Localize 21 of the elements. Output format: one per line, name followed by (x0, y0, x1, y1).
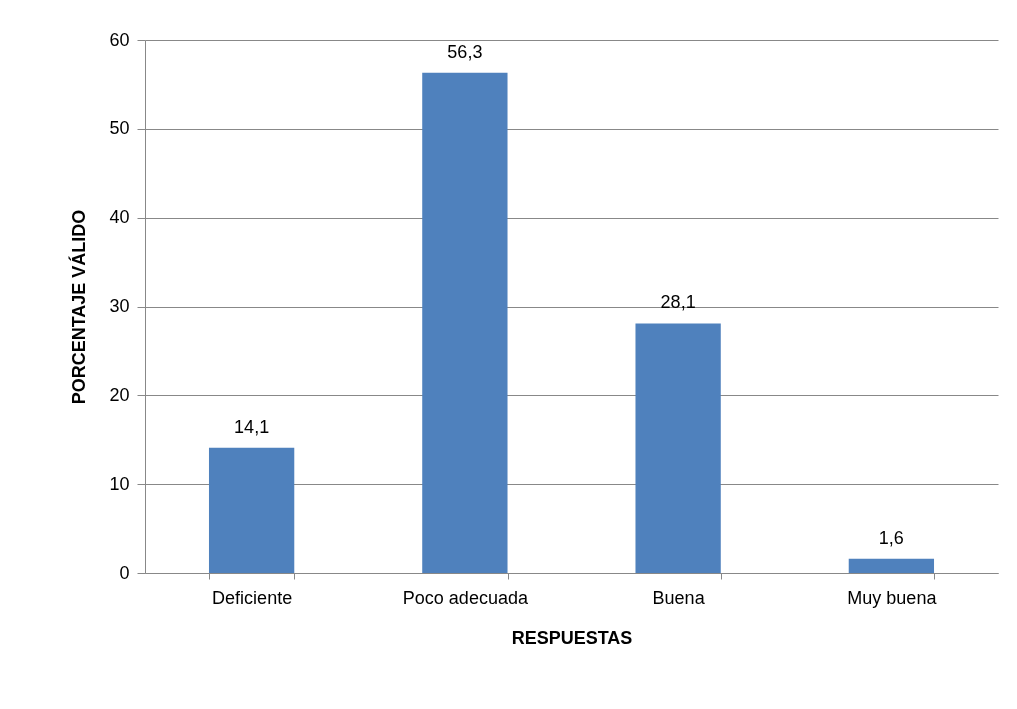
data-label: 56,3 (447, 41, 483, 62)
data-label: 1,6 (878, 527, 904, 548)
y-tick-label: 0 (119, 562, 130, 583)
x-axis-title: RESPUESTAS (511, 627, 633, 648)
bar (208, 447, 295, 573)
bar (422, 72, 508, 573)
bar (635, 323, 721, 573)
x-tick-label: Deficiente (212, 587, 293, 608)
x-tick-label: Poco adecuada (402, 587, 529, 608)
y-tick-label: 60 (109, 29, 130, 50)
x-tick-label: Buena (652, 587, 706, 608)
data-label: 14,1 (234, 416, 270, 437)
bar (848, 558, 935, 573)
y-tick-label: 50 (109, 118, 130, 139)
y-tick-label: 10 (109, 473, 130, 494)
data-label: 28,1 (660, 292, 696, 313)
y-tick-label: 40 (109, 207, 130, 228)
y-tick-label: 30 (109, 296, 130, 316)
x-tick-label: Muy buena (847, 587, 938, 608)
y-tick-label: 20 (109, 384, 130, 405)
y-axis-title: PORCENTAJE VÁLIDO (68, 209, 90, 405)
